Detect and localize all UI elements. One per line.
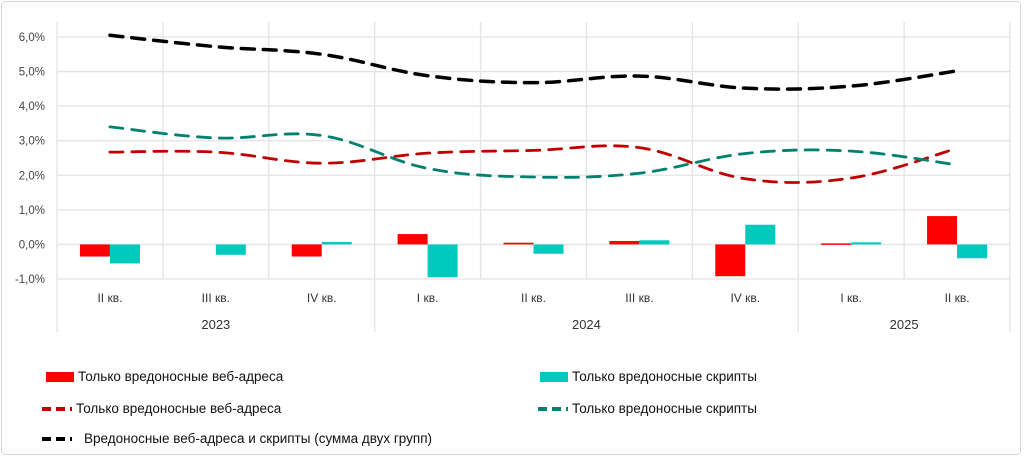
legend-item-bar-urls: Только вредоносные веб-адреса <box>46 369 283 384</box>
x-tick-label: III кв. <box>202 291 230 305</box>
y-tick-label: 2,0% <box>19 170 45 182</box>
bar <box>109 244 140 264</box>
legend-swatch <box>42 436 72 441</box>
bar <box>427 244 458 278</box>
line-series <box>108 33 959 91</box>
x-group-label: 2025 <box>890 317 919 332</box>
y-axis-ticks: -1,0% 0,0% 1,0% 2,0% 3,0% 4,0% 5,0% 6,0% <box>15 32 45 286</box>
legend-item-bar-scripts: Только вредоносные скрипты <box>540 369 757 384</box>
x-tick-label: I кв. <box>840 291 862 305</box>
x-group-label: 2023 <box>201 317 230 332</box>
bar <box>503 242 534 245</box>
x-tick-label: III кв. <box>625 291 653 305</box>
x-tick-label: II кв. <box>945 291 970 305</box>
legend-label: Только вредоносные веб-адреса <box>76 401 282 416</box>
x-tick-label: I кв. <box>417 291 439 305</box>
bar <box>397 234 428 245</box>
bar <box>927 216 958 245</box>
legend-swatch <box>46 371 74 382</box>
bar <box>215 244 246 255</box>
legend-item-line-urls: Только вредоносные веб-адреса <box>42 401 281 416</box>
bar <box>79 244 110 257</box>
legend-swatch <box>538 406 568 411</box>
bar <box>957 244 988 259</box>
x-tick-label: II кв. <box>97 291 122 305</box>
legend-label: Вредоносные веб-адреса и скрипты (сумма … <box>84 431 433 446</box>
line-series <box>108 144 959 184</box>
legend-item-line-scripts: Только вредоносные скрипты <box>538 401 757 416</box>
legend-label: Только вредоносные скрипты <box>572 369 757 384</box>
y-tick-label: -1,0% <box>15 274 45 286</box>
x-group-label: 2024 <box>572 317 601 332</box>
y-tick-label: 0,0% <box>19 239 45 251</box>
bar <box>821 243 852 245</box>
legend-label: Только вредоносные скрипты <box>572 401 757 416</box>
bar <box>291 244 322 257</box>
x-tick-label: IV кв. <box>730 291 760 305</box>
y-tick-label: 3,0% <box>19 136 45 148</box>
legend-label: Только вредоносные веб-адреса <box>78 369 284 384</box>
bar <box>851 242 882 245</box>
bars <box>79 216 988 278</box>
bar <box>533 244 564 254</box>
line-series <box>108 125 959 179</box>
y-tick-label: 1,0% <box>19 205 45 217</box>
legend-swatch <box>42 406 72 411</box>
x-tick-label: IV кв. <box>307 291 337 305</box>
bar <box>609 240 640 245</box>
x-tick-label: II кв. <box>521 291 546 305</box>
bar <box>639 240 670 245</box>
bar <box>321 242 352 245</box>
x-axis-ticks: 2023 2024 2025 II кв. III кв. IV кв. I кв. II к… <box>97 291 969 332</box>
lines <box>108 33 959 184</box>
y-tick-label: 6,0% <box>19 32 45 44</box>
y-tick-label: 5,0% <box>19 67 45 79</box>
legend-item-line-total: Вредоносные веб-адреса и скрипты (сумма … <box>42 431 432 446</box>
bar <box>745 224 776 245</box>
bar <box>715 244 746 277</box>
y-tick-label: 4,0% <box>19 101 45 113</box>
legend-swatch <box>540 371 568 382</box>
